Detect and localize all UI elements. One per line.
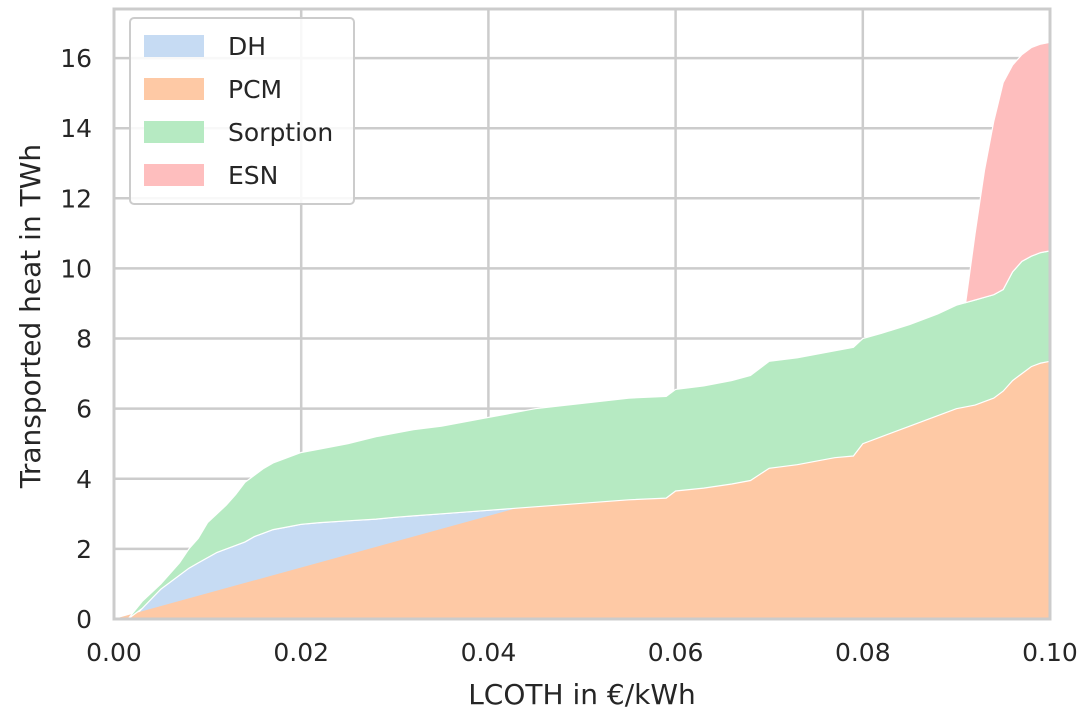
y-tick-label: 0 (76, 605, 92, 634)
x-tick-labels: 0.00 0.02 0.04 0.06 0.08 0.10 (86, 638, 1078, 667)
y-tick-label: 8 (76, 325, 92, 354)
legend-swatch-dh (144, 35, 204, 57)
x-axis-label: LCOTH in €/kWh (468, 678, 696, 711)
plot-frame (112, 7, 1052, 621)
y-tick-label: 16 (60, 44, 92, 73)
legend-swatch-sorption (144, 121, 204, 143)
x-tick-label: 0.08 (835, 638, 891, 667)
y-tick-label: 4 (76, 465, 92, 494)
x-tick-label: 0.04 (461, 638, 517, 667)
x-tick-label: 0.06 (648, 638, 704, 667)
legend-swatch-esn (144, 164, 204, 186)
legend-label-pcm: PCM (228, 75, 282, 104)
legend-label-esn: ESN (228, 161, 278, 190)
y-tick-label: 10 (60, 254, 92, 283)
legend: DH PCM Sorption ESN (129, 17, 355, 205)
legend-label-sorption: Sorption (228, 118, 333, 147)
x-tick-label: 0.10 (1022, 638, 1078, 667)
y-axis-label: Transported heat in TWh (14, 144, 47, 489)
y-tick-labels: 0 2 4 6 8 10 12 14 16 (60, 44, 92, 634)
x-tick-label: 0.00 (86, 638, 142, 667)
legend-box (129, 17, 355, 205)
x-tick-label: 0.02 (273, 638, 329, 667)
y-tick-label: 6 (76, 395, 92, 424)
legend-swatch-pcm (144, 78, 204, 100)
y-tick-label: 2 (76, 535, 92, 564)
y-tick-label: 14 (60, 114, 92, 143)
legend-label-dh: DH (228, 32, 266, 61)
y-tick-label: 12 (60, 184, 92, 213)
